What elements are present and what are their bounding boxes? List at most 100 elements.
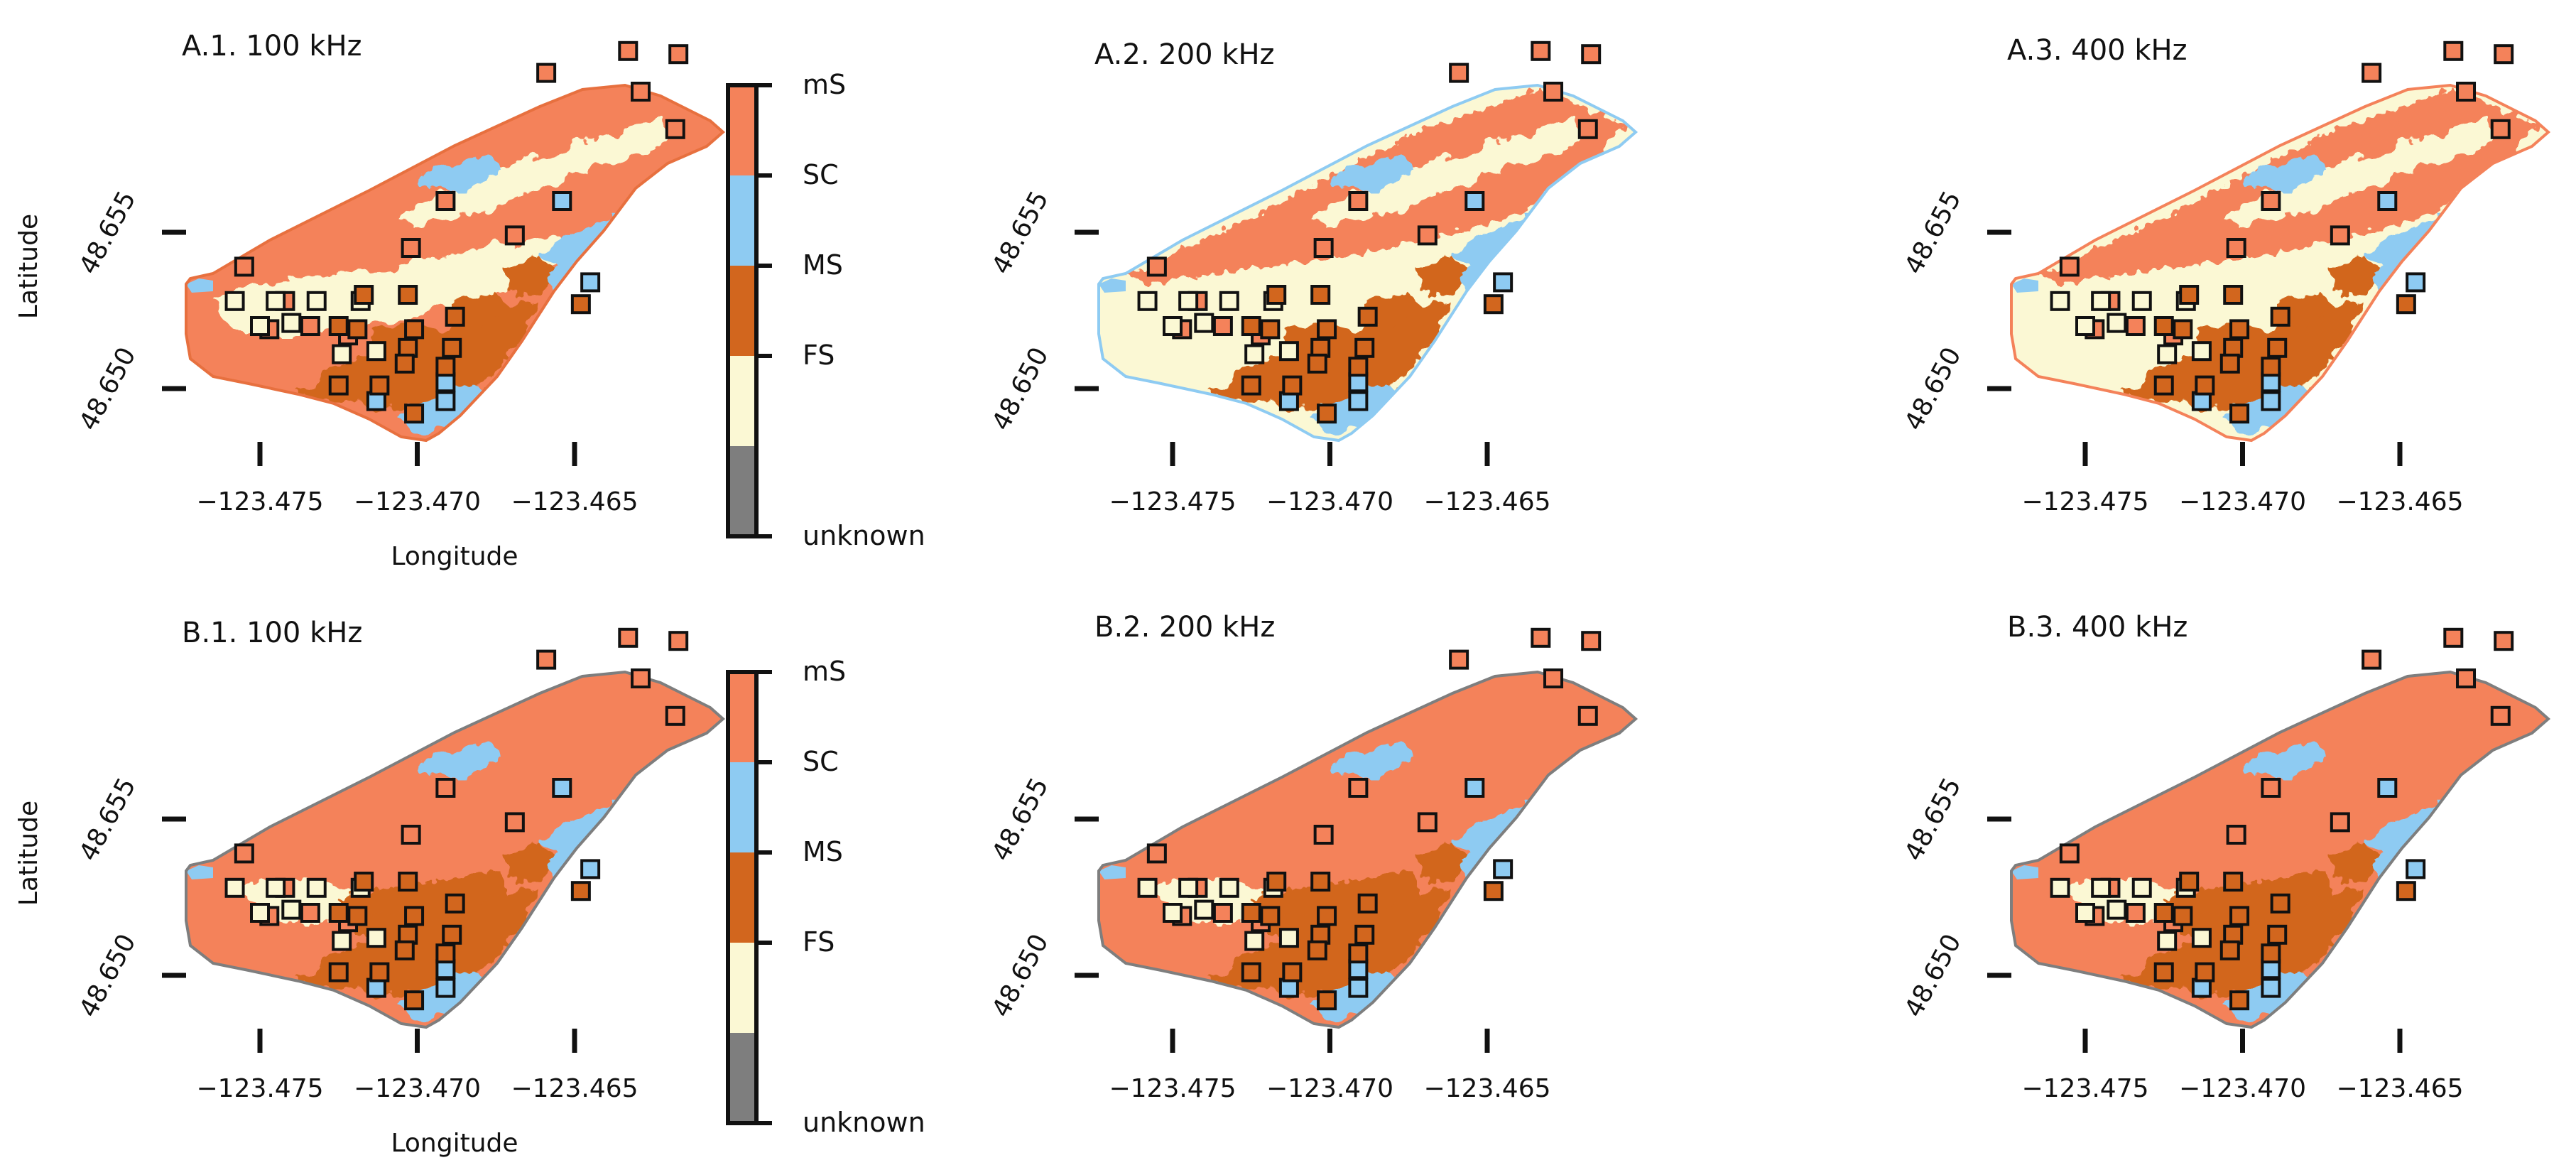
sample-marker [1212, 316, 1233, 336]
sample-marker [1483, 294, 1504, 315]
x-tick-label: −123.465 [1423, 1074, 1550, 1103]
map-panel-b3: B.3. 400 kHz 48.650 48.655 −123.475 −123.470… [1899, 611, 2551, 1103]
sample-marker [398, 285, 418, 305]
x-tick-label: −123.475 [1109, 1074, 1236, 1103]
sample-marker [536, 649, 557, 670]
sample-marker [2179, 872, 2200, 892]
sample-marker [2494, 44, 2514, 65]
region-fill [2011, 672, 2548, 1027]
class-zone [2322, 843, 2386, 885]
class-zone [186, 278, 213, 293]
sample-marker [668, 631, 689, 651]
sample-marker [2330, 225, 2350, 246]
sample-marker [2179, 285, 2200, 305]
sample-marker [1146, 256, 1167, 277]
class-zone [1310, 121, 1580, 227]
sample-marker [354, 872, 374, 892]
class-zone [186, 865, 213, 879]
sample-marker [300, 903, 320, 923]
sample-marker [442, 924, 462, 945]
legend-label: FS [803, 926, 835, 958]
sample-marker [401, 825, 421, 845]
sample-marker [445, 306, 465, 327]
sample-marker [1348, 977, 1369, 998]
sample-marker [1531, 627, 1551, 648]
sample-marker [328, 962, 349, 982]
y-axis-label: Latitude [14, 214, 43, 319]
legend-label: mS [803, 69, 846, 100]
sample-marker [2059, 256, 2080, 277]
sample-marker [1163, 903, 1183, 923]
y-tick-label: 48.655 [987, 773, 1054, 865]
sample-marker [2131, 877, 2152, 898]
class-zone [497, 843, 561, 885]
sample-marker [328, 375, 349, 396]
region-outline [185, 83, 726, 443]
class-zone [419, 743, 497, 779]
x-tick-label: −123.470 [2179, 487, 2306, 516]
legend-frame [726, 670, 759, 1125]
sample-marker [2396, 294, 2416, 315]
sample-marker [1282, 375, 1303, 396]
sample-marker [442, 337, 462, 358]
sample-marker [552, 778, 572, 798]
sample-marker [366, 928, 386, 948]
sample-marker [1357, 306, 1378, 327]
sample-marker [332, 344, 352, 364]
sample-marker [1241, 316, 1261, 336]
sample-marker [1260, 906, 1281, 926]
x-axis-label: Longitude [391, 542, 518, 571]
sample-marker [2261, 191, 2281, 211]
sample-marker [1307, 353, 1327, 374]
sample-marker [2153, 962, 2174, 982]
sample-marker [2050, 877, 2070, 898]
legend-label: unknown [803, 520, 925, 551]
sample-marker [401, 238, 421, 258]
sample-marker [2195, 962, 2215, 982]
sample-marker [1577, 705, 1598, 726]
legend-colorbar-bottom: mS SC MS FS unknown [726, 656, 925, 1138]
sample-marker [281, 899, 302, 920]
sample-marker [2267, 924, 2288, 945]
sample-marker [1354, 924, 1375, 945]
x-tick-label: −123.470 [1266, 487, 1393, 516]
sample-marker [668, 44, 689, 65]
sample-marker [2267, 337, 2288, 358]
sample-marker [1241, 962, 1261, 982]
panel-title: B.2. 200 kHz [1094, 611, 1275, 644]
sample-marker [435, 977, 456, 998]
legend-swatch-ms [728, 672, 756, 762]
sample-marker [2075, 903, 2095, 923]
sample-marker [398, 872, 418, 892]
panel-title: A.2. 200 kHz [1094, 38, 1275, 71]
sample-marker [2377, 778, 2398, 798]
sample-marker [2107, 899, 2127, 920]
sample-marker [1307, 940, 1327, 960]
sample-marker [1348, 943, 1369, 964]
class-zone [2244, 156, 2322, 192]
sample-marker [1348, 778, 1369, 798]
sample-marker [2223, 285, 2244, 305]
region-outline [2010, 670, 2551, 1029]
x-axis-label: Longitude [391, 1129, 518, 1158]
sample-marker [1483, 881, 1504, 901]
class-zone [455, 291, 511, 327]
sample-marker [2362, 63, 2382, 83]
sample-marker [665, 705, 685, 726]
sample-marker [2226, 825, 2246, 845]
y-tick-label: 48.655 [1899, 186, 1967, 278]
sample-marker [435, 943, 456, 964]
sample-marker [1137, 291, 1158, 311]
sample-marker [1531, 40, 1551, 61]
sample-marker [1194, 899, 1214, 920]
sample-marker [2261, 357, 2281, 377]
sample-marker [536, 63, 557, 83]
sample-marker [1241, 375, 1261, 396]
sample-marker [1163, 316, 1183, 336]
x-tick-label: −123.465 [1423, 487, 1550, 516]
x-tick-label: −123.470 [2179, 1074, 2306, 1103]
x-tick-label: −123.475 [2021, 487, 2148, 516]
x-tick-label: −123.470 [354, 1074, 481, 1103]
legend-swatch-sc [728, 762, 756, 852]
sample-marker [1543, 668, 1564, 688]
